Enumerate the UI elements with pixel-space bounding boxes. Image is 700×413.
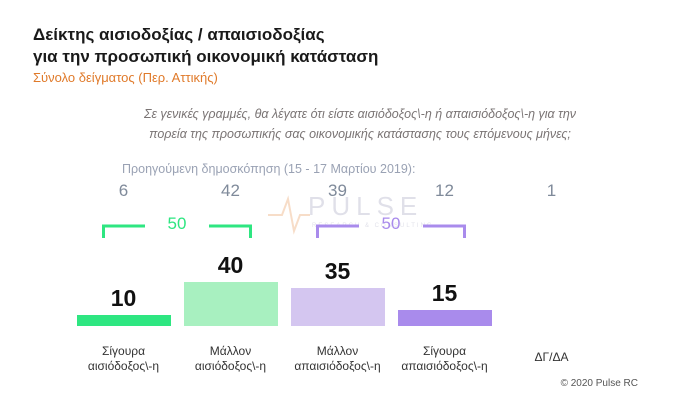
- chart-title-line2: για την προσωπική οικονομική κατάσταση: [33, 47, 379, 66]
- copyright-footer: © 2020 Pulse RC: [560, 378, 638, 389]
- bar-value-label: 15: [431, 279, 458, 306]
- category-label: ΔΓ/ΔΑ: [534, 350, 569, 364]
- chart-title-line1: Δείκτης αισιοδοξίας / απαισιοδοξίας: [33, 25, 325, 44]
- bar: [397, 309, 492, 326]
- bar-value-label: 40: [217, 252, 244, 278]
- bar-value-label: 10: [110, 285, 137, 311]
- previous-value: 12: [435, 181, 454, 200]
- previous-value: 1: [546, 181, 557, 200]
- bar: [290, 287, 385, 326]
- previous-value: 39: [328, 181, 347, 200]
- group-value-label: 50: [167, 214, 187, 233]
- category-label: Μάλλον απαισιόδοξος\-η: [294, 344, 381, 373]
- bar-value-label: 35: [324, 257, 351, 284]
- group-bracket: [316, 224, 466, 238]
- category-label: Μάλλον αισιόδοξος\-η: [194, 344, 267, 373]
- chart-subtitle: Σύνολο δείγματος (Περ. Αττικής): [33, 70, 218, 85]
- category-label: Σίγουρα αισιόδοξος\-η: [87, 344, 160, 373]
- previous-survey-label: Προηγούμενη δημοσκόπηση (15 - 17 Μαρτίου…: [122, 162, 416, 176]
- bar: [76, 315, 171, 326]
- group-bracket: [102, 224, 252, 238]
- previous-value: 6: [118, 181, 129, 200]
- bar: [183, 282, 278, 326]
- category-label: Σίγουρα απαισιόδοξος\-η: [401, 344, 488, 373]
- watermark-tagline: RESEARCH & CONSULTING: [312, 223, 434, 229]
- pulse-wave-icon: [268, 195, 310, 235]
- chart-title: Δείκτης αισιοδοξίας / απαισιοδοξίας για …: [33, 24, 378, 68]
- survey-question-line1: Σε γενικές γραμμές, θα λέγατε ότι είστε …: [143, 107, 577, 121]
- watermark-brand: PULSE: [308, 191, 424, 221]
- pulse-watermark-logo: PULSE RESEARCH & CONSULTING: [268, 191, 432, 246]
- group-value-label: 50: [381, 214, 401, 233]
- survey-question: Σε γενικές γραμμές, θα λέγατε ότι είστε …: [100, 104, 620, 144]
- survey-question-line2: πορεία της προσωπικής σας οικονομικής κα…: [149, 127, 571, 141]
- previous-value: 42: [221, 181, 240, 200]
